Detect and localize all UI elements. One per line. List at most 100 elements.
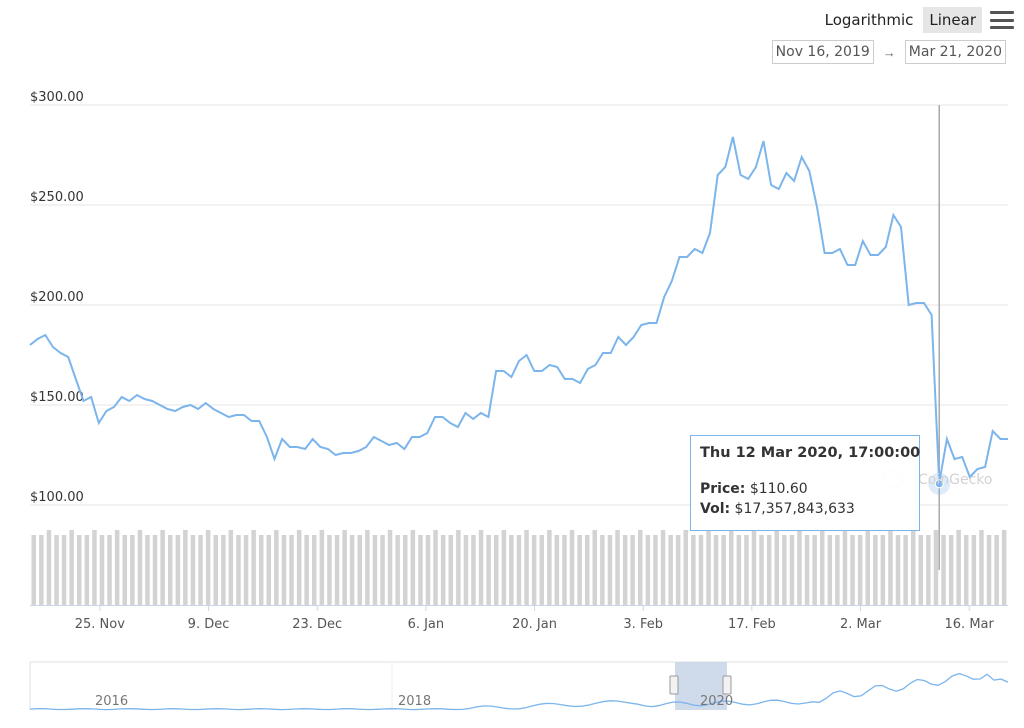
x-tick-label: 25. Nov xyxy=(75,617,125,632)
price-tooltip: Thu 12 Mar 2020, 17:00:00 Price: $110.60… xyxy=(690,435,920,531)
y-tick-label: $300.00 xyxy=(30,90,84,105)
volume-bar xyxy=(448,535,453,605)
navigator[interactable]: 2016 2018 2020 xyxy=(29,661,1009,711)
volume-bar xyxy=(494,535,499,605)
volume-bar xyxy=(433,530,438,605)
volume-bar xyxy=(539,535,544,605)
volume-bar xyxy=(622,535,628,605)
volume-bar xyxy=(130,535,135,605)
volume-bar xyxy=(160,530,165,605)
price-series-line xyxy=(29,136,1008,484)
volume-bar xyxy=(721,535,726,605)
linear-button[interactable]: Linear xyxy=(923,7,982,33)
volume-bar xyxy=(820,530,825,605)
volume-bar xyxy=(266,535,271,605)
volume-bar xyxy=(471,535,476,605)
volume-bar xyxy=(857,535,863,605)
volume-bar xyxy=(365,530,370,605)
volume-bar xyxy=(137,530,143,605)
volume-bar xyxy=(463,535,469,605)
volume-bar xyxy=(425,535,431,605)
volume-bar xyxy=(729,530,734,605)
tooltip-date: Thu 12 Mar 2020, 17:00:00 xyxy=(700,445,921,461)
x-tick-label: 3. Feb xyxy=(623,617,663,632)
volume-bar xyxy=(774,530,779,605)
volume-bar xyxy=(281,535,287,605)
chart-toolbar: Logarithmic Linear xyxy=(815,6,1014,34)
volume-bar xyxy=(615,530,620,605)
volume-bar xyxy=(691,535,696,605)
tooltip-price-value: $110.60 xyxy=(749,481,808,497)
volume-bar xyxy=(994,535,999,605)
range-to-input[interactable]: Mar 21, 2020 xyxy=(904,40,1006,64)
x-tick-label: 6. Jan xyxy=(408,617,445,632)
tooltip-vol-label: Vol: xyxy=(700,501,731,517)
volume-bar xyxy=(478,530,484,605)
volume-bar xyxy=(327,535,332,605)
volume-bar xyxy=(61,535,67,605)
logarithmic-button[interactable]: Logarithmic xyxy=(824,11,914,29)
volume-bar xyxy=(895,535,901,605)
navigator-year-label: 2020 xyxy=(700,694,733,709)
volume-bar xyxy=(31,535,36,605)
volume-bar xyxy=(744,535,749,605)
volume-bar xyxy=(986,535,992,605)
volume-bar xyxy=(145,535,150,605)
volume-bar xyxy=(554,535,560,605)
volume-bar xyxy=(547,530,552,605)
navigator-handle-right[interactable] xyxy=(722,675,732,695)
volume-bar xyxy=(706,530,711,605)
volume-bar xyxy=(971,535,977,605)
x-tick-label: 20. Jan xyxy=(512,617,557,632)
volume-bar xyxy=(349,535,355,605)
volume-bar xyxy=(1001,530,1007,605)
volume-bar xyxy=(531,535,537,605)
volume-bar xyxy=(403,535,408,605)
volume-bar xyxy=(334,535,340,605)
volume-bar xyxy=(713,535,719,605)
hamburger-menu-icon[interactable] xyxy=(990,10,1014,30)
tooltip-price-label: Price: xyxy=(700,481,746,497)
volume-bar xyxy=(259,535,264,605)
y-tick-label: $150.00 xyxy=(30,390,84,405)
y-tick-label: $200.00 xyxy=(30,290,84,305)
volume-bar xyxy=(850,535,855,605)
volume-bar xyxy=(789,535,795,605)
volume-bar xyxy=(274,530,279,605)
navigator-handle-left[interactable] xyxy=(669,675,679,695)
volume-bar xyxy=(39,535,44,605)
volume-bar xyxy=(372,535,378,605)
volume-bar xyxy=(585,535,590,605)
volume-bar xyxy=(198,535,203,605)
y-axis: $100.00 $150.00 $200.00 $250.00 $300.00 xyxy=(30,90,84,505)
volume-bar xyxy=(410,530,416,605)
volume-bar xyxy=(84,535,90,605)
volume-bar xyxy=(607,535,613,605)
volume-bar xyxy=(979,530,984,605)
volume-bar xyxy=(228,530,234,605)
volume-bar xyxy=(69,530,74,605)
volume-bar xyxy=(524,530,529,605)
volume-bar xyxy=(653,535,658,605)
volume-bar xyxy=(357,535,362,605)
volume-bar xyxy=(941,535,946,605)
volume-bar xyxy=(630,535,635,605)
volume-bar xyxy=(759,535,764,605)
volume-bar xyxy=(168,535,173,605)
x-tick-label: 2. Mar xyxy=(840,617,882,632)
volume-bar xyxy=(122,535,127,605)
hover-point xyxy=(934,479,944,489)
volume-bar xyxy=(243,535,249,605)
volume-bar xyxy=(213,535,218,605)
range-from-input[interactable]: Nov 16, 2019 xyxy=(771,40,874,64)
volume-bar xyxy=(107,535,112,605)
volume-bar xyxy=(304,535,309,605)
volume-bar xyxy=(418,535,423,605)
volume-bar xyxy=(342,530,347,605)
volume-bar xyxy=(675,535,681,605)
volume-bar xyxy=(842,530,848,605)
volume-bar xyxy=(827,535,833,605)
volume-bar xyxy=(948,535,954,605)
volume-bar xyxy=(660,530,666,605)
